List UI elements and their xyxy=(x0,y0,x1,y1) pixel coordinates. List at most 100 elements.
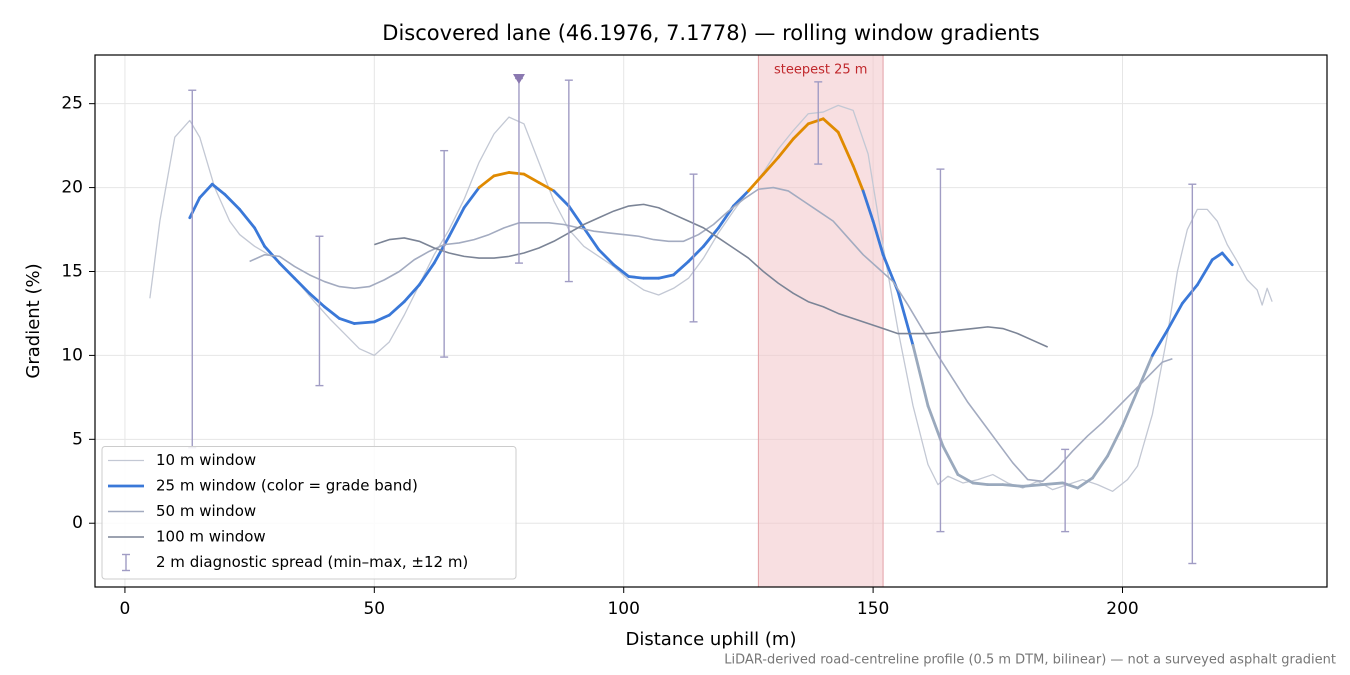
line-segment xyxy=(567,204,586,230)
line-segment xyxy=(238,207,257,230)
line-segment xyxy=(956,473,975,485)
line-segment xyxy=(372,313,391,324)
line-segment xyxy=(188,196,202,220)
line-segment xyxy=(253,226,266,248)
line-segment xyxy=(836,130,855,168)
line xyxy=(149,104,1273,492)
line-segment xyxy=(732,189,750,208)
line-segment xyxy=(612,263,631,278)
line-segment xyxy=(402,283,421,304)
line-segment xyxy=(1210,251,1224,262)
line-segment xyxy=(338,317,356,325)
legend-label: 2 m diagnostic spread (min–max, ±12 m) xyxy=(156,553,468,571)
line-segment xyxy=(971,481,990,487)
plot-frame xyxy=(94,54,1328,588)
error-bar xyxy=(1188,183,1197,565)
line-segment xyxy=(1001,483,1025,488)
line-segment xyxy=(293,276,311,295)
chart-title: Discovered lane (46.1976, 7.1778) — roll… xyxy=(382,21,1039,45)
line-segment xyxy=(1041,481,1065,487)
line-segment xyxy=(851,164,865,193)
line-segment xyxy=(1220,251,1234,267)
line-segment xyxy=(896,290,915,347)
line-segment xyxy=(687,244,705,263)
line-segment xyxy=(210,182,227,196)
line-segment xyxy=(672,260,690,277)
error-bar xyxy=(564,79,573,283)
line-segment xyxy=(492,171,511,178)
line-segment xyxy=(552,189,571,208)
line-segment xyxy=(1106,424,1124,458)
line-segment xyxy=(537,181,556,193)
line-segment xyxy=(821,117,840,134)
error-bar xyxy=(689,173,698,323)
y-tick-label: 15 xyxy=(61,261,83,281)
line-segment xyxy=(1195,258,1214,287)
legend-label: 50 m window xyxy=(156,502,256,520)
line-segment xyxy=(308,291,326,309)
line-segment xyxy=(447,206,466,238)
y-tick-label: 0 xyxy=(72,513,83,533)
legend-label: 10 m window xyxy=(156,451,256,469)
footnote: LiDAR-derived road-centreline profile (0… xyxy=(724,653,1336,668)
y-tick-label: 5 xyxy=(72,429,83,449)
error-bar xyxy=(1061,448,1070,533)
line-segment xyxy=(1180,283,1199,305)
y-tick-label: 20 xyxy=(61,178,83,198)
x-tick-label: 100 xyxy=(607,599,639,619)
line-segment xyxy=(1076,476,1094,490)
line-segment xyxy=(791,122,810,141)
line-segment xyxy=(627,275,646,280)
error-bar xyxy=(514,77,523,264)
line-segment xyxy=(747,172,765,193)
line-segment xyxy=(657,273,675,280)
line xyxy=(249,186,1173,483)
line-segment xyxy=(263,244,281,265)
line-segment xyxy=(198,182,214,200)
line-segment xyxy=(1165,301,1184,332)
error-bar xyxy=(440,149,449,358)
x-tick-label: 150 xyxy=(857,599,889,619)
error-bar xyxy=(188,89,197,449)
line-segment xyxy=(507,171,526,176)
line-segment xyxy=(861,189,875,223)
line-segment xyxy=(323,305,341,320)
highlight-span xyxy=(757,54,884,588)
line-segment xyxy=(477,174,496,189)
line-segment xyxy=(871,219,885,257)
error-bar xyxy=(814,81,823,165)
highlight-label: steepest 25 m xyxy=(774,63,867,78)
y-axis-label: Gradient (%) xyxy=(23,263,44,378)
line-segment xyxy=(1151,328,1169,357)
line-segment xyxy=(1021,483,1045,488)
line-segment xyxy=(911,343,930,408)
legend-label: 100 m window xyxy=(156,528,266,546)
line-segment xyxy=(582,226,601,252)
x-axis-label: Distance uphill (m) xyxy=(626,629,797,650)
line-segment xyxy=(462,186,481,210)
line-segment xyxy=(387,300,406,317)
line-segment xyxy=(776,137,795,159)
legend-label: 25 m window (color = grade band) xyxy=(156,477,418,495)
y-tick-label: 10 xyxy=(61,345,83,365)
legend-box xyxy=(101,446,517,580)
line-segment xyxy=(702,226,720,248)
x-tick-label: 50 xyxy=(363,599,385,619)
line-segment xyxy=(352,320,376,325)
line-segment xyxy=(597,248,616,267)
error-bar xyxy=(315,235,324,387)
line xyxy=(374,203,1049,348)
line-segment xyxy=(1091,454,1109,480)
line-segment xyxy=(522,172,541,184)
x-tick-label: 0 xyxy=(120,599,131,619)
line-segment xyxy=(223,192,242,211)
line-segment xyxy=(278,261,296,280)
line-segment xyxy=(806,117,825,126)
peak-marker xyxy=(512,74,525,84)
y-tick-label: 25 xyxy=(61,94,83,114)
x-tick-label: 200 xyxy=(1106,599,1138,619)
line-segment xyxy=(941,444,960,476)
error-bar xyxy=(936,168,945,533)
line-segment xyxy=(417,261,436,287)
